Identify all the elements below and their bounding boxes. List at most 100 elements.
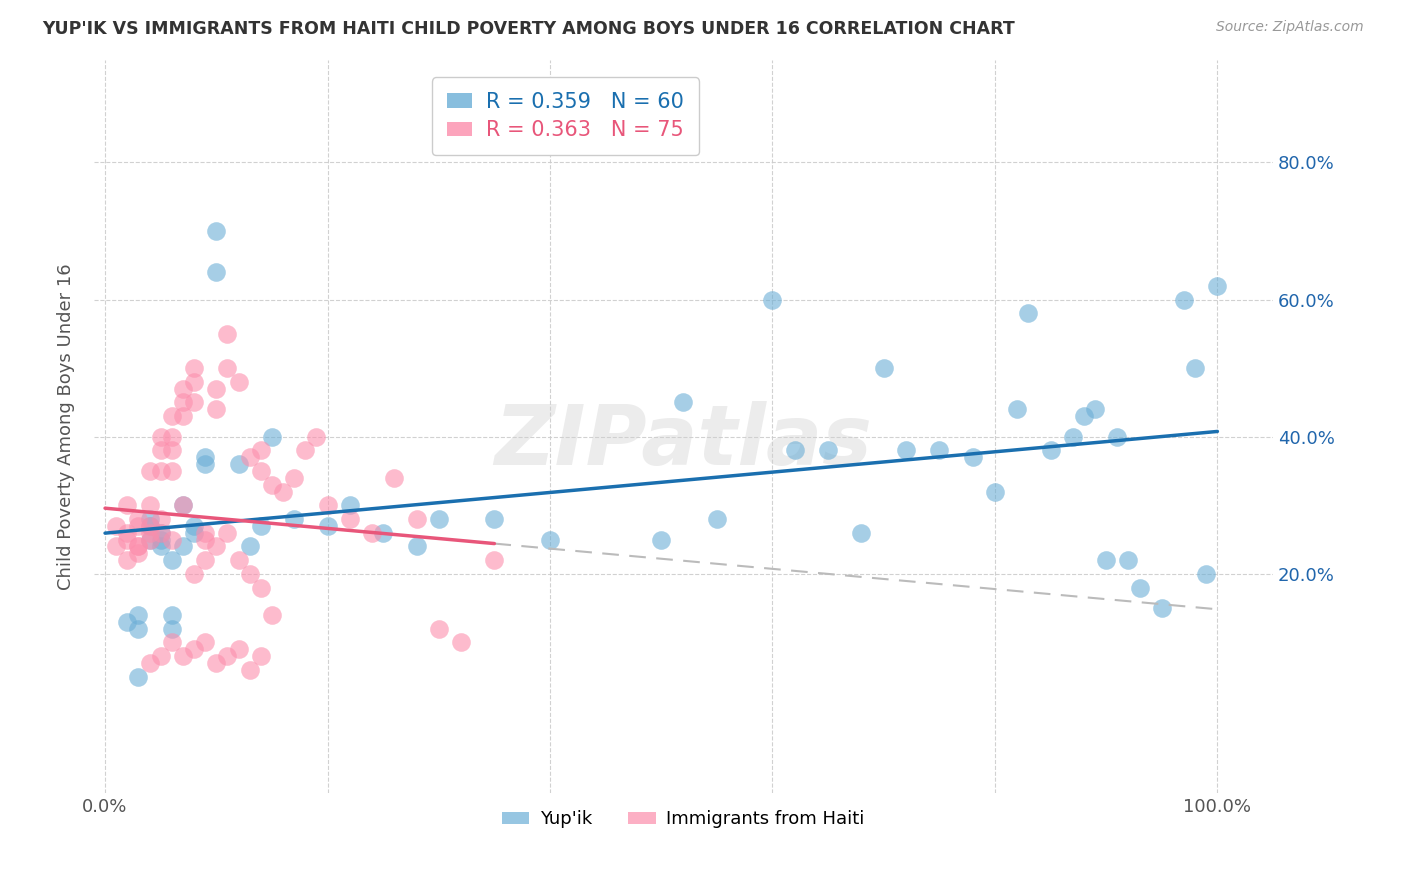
Point — [484, 553, 506, 567]
Point — [183, 642, 205, 657]
Point — [1107, 430, 1129, 444]
Point — [228, 375, 250, 389]
Point — [194, 533, 217, 547]
Point — [405, 512, 427, 526]
Point — [316, 519, 339, 533]
Point — [650, 533, 672, 547]
Point — [149, 540, 172, 554]
Point — [138, 533, 160, 547]
Point — [127, 540, 149, 554]
Point — [217, 525, 239, 540]
Point — [851, 525, 873, 540]
Point — [672, 395, 695, 409]
Point — [239, 540, 262, 554]
Point — [172, 409, 194, 424]
Point — [138, 525, 160, 540]
Point — [105, 540, 128, 554]
Point — [183, 566, 205, 581]
Point — [127, 512, 149, 526]
Point — [1005, 402, 1028, 417]
Point — [249, 519, 271, 533]
Point — [228, 553, 250, 567]
Point — [160, 409, 183, 424]
Point — [127, 608, 149, 623]
Point — [205, 402, 228, 417]
Point — [183, 525, 205, 540]
Point — [260, 430, 283, 444]
Point — [149, 533, 172, 547]
Point — [149, 649, 172, 664]
Point — [427, 622, 450, 636]
Point — [127, 622, 149, 636]
Point — [172, 395, 194, 409]
Legend: Yup'ik, Immigrants from Haiti: Yup'ik, Immigrants from Haiti — [495, 803, 872, 836]
Point — [194, 553, 217, 567]
Point — [138, 499, 160, 513]
Point — [160, 608, 183, 623]
Point — [127, 670, 149, 684]
Point — [962, 450, 984, 465]
Point — [183, 395, 205, 409]
Point — [194, 450, 217, 465]
Point — [217, 326, 239, 341]
Point — [316, 499, 339, 513]
Point — [194, 635, 217, 649]
Point — [761, 293, 783, 307]
Point — [450, 635, 472, 649]
Text: YUP'IK VS IMMIGRANTS FROM HAITI CHILD POVERTY AMONG BOYS UNDER 16 CORRELATION CH: YUP'IK VS IMMIGRANTS FROM HAITI CHILD PO… — [42, 20, 1015, 37]
Point — [1195, 566, 1218, 581]
Point — [127, 546, 149, 560]
Point — [138, 519, 160, 533]
Point — [249, 443, 271, 458]
Point — [217, 361, 239, 376]
Point — [138, 464, 160, 478]
Point — [1206, 279, 1229, 293]
Point — [117, 533, 139, 547]
Point — [1073, 409, 1095, 424]
Point — [194, 457, 217, 471]
Point — [783, 443, 806, 458]
Point — [228, 457, 250, 471]
Point — [1095, 553, 1118, 567]
Point — [817, 443, 839, 458]
Point — [283, 512, 305, 526]
Point — [1084, 402, 1107, 417]
Point — [205, 224, 228, 238]
Point — [1184, 361, 1206, 376]
Point — [205, 656, 228, 670]
Y-axis label: Child Poverty Among Boys Under 16: Child Poverty Among Boys Under 16 — [58, 263, 75, 590]
Point — [149, 525, 172, 540]
Point — [183, 361, 205, 376]
Point — [172, 649, 194, 664]
Point — [1062, 430, 1084, 444]
Point — [160, 430, 183, 444]
Point — [160, 533, 183, 547]
Point — [427, 512, 450, 526]
Point — [138, 512, 160, 526]
Point — [361, 525, 384, 540]
Point — [1150, 601, 1173, 615]
Point — [149, 464, 172, 478]
Point — [105, 519, 128, 533]
Point — [283, 471, 305, 485]
Point — [339, 499, 361, 513]
Point — [373, 525, 395, 540]
Point — [172, 499, 194, 513]
Point — [294, 443, 316, 458]
Point — [149, 525, 172, 540]
Point — [239, 450, 262, 465]
Point — [160, 553, 183, 567]
Point — [117, 553, 139, 567]
Point — [249, 581, 271, 595]
Point — [706, 512, 728, 526]
Text: ZIPatlas: ZIPatlas — [495, 401, 872, 482]
Point — [205, 382, 228, 396]
Point — [160, 635, 183, 649]
Point — [239, 663, 262, 677]
Point — [1173, 293, 1195, 307]
Point — [117, 615, 139, 629]
Point — [194, 525, 217, 540]
Point — [928, 443, 950, 458]
Point — [138, 533, 160, 547]
Point — [260, 608, 283, 623]
